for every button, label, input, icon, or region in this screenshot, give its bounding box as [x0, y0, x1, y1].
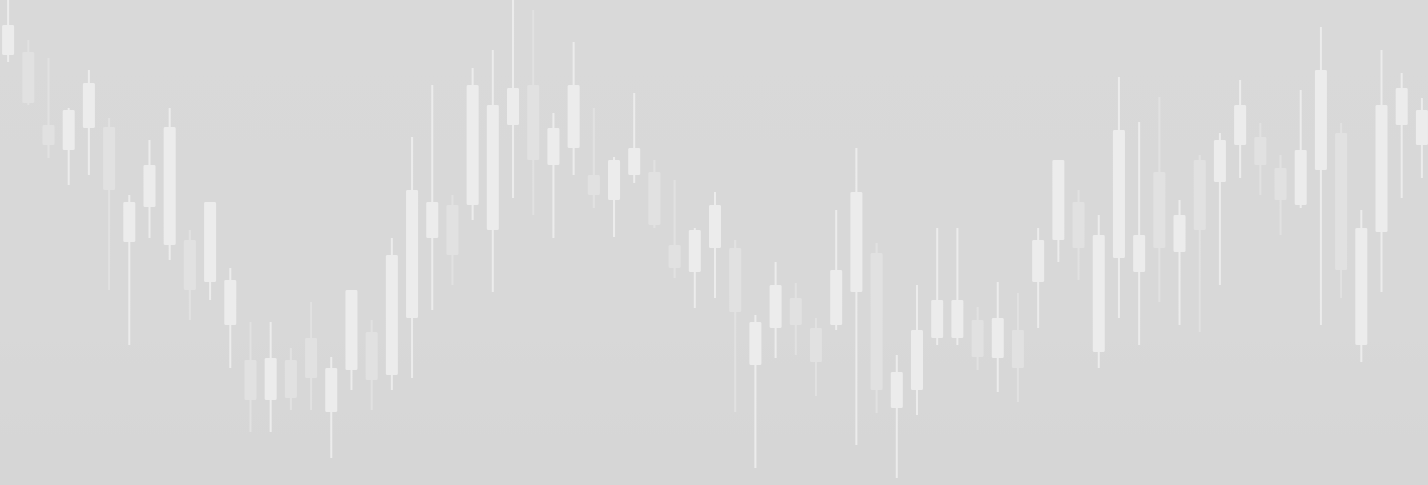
candle-body	[1052, 160, 1065, 240]
candle-body	[769, 285, 782, 328]
candle-body	[729, 248, 742, 312]
candle-body	[224, 280, 237, 325]
candle-body	[22, 52, 35, 103]
candle-body	[850, 192, 863, 292]
candle-body	[688, 230, 701, 272]
candle-body	[143, 165, 156, 207]
candle-body	[648, 172, 661, 225]
candle-body	[486, 105, 499, 230]
candle-body	[971, 320, 984, 357]
candle-body	[42, 125, 55, 145]
candle-body	[668, 245, 681, 268]
candle-body	[951, 300, 964, 338]
candle-body	[1133, 235, 1146, 272]
candle-body	[1395, 88, 1408, 125]
candle-body	[1173, 215, 1186, 252]
candle-body	[931, 300, 944, 338]
candle-body	[608, 160, 621, 200]
candle-body	[507, 88, 520, 125]
candle-body	[709, 205, 721, 248]
candle-body	[991, 318, 1004, 358]
candle-body	[325, 368, 338, 412]
candle-body	[1011, 330, 1024, 368]
candle-body	[1112, 130, 1125, 258]
candle-body	[103, 127, 116, 190]
candle-body	[527, 85, 540, 160]
candle-body	[1314, 70, 1327, 170]
candle-body	[1234, 105, 1247, 145]
candle-body	[587, 175, 600, 195]
candle-body	[910, 330, 923, 390]
candle-body	[82, 83, 95, 128]
candle-body	[123, 202, 136, 242]
candle-body	[365, 332, 378, 380]
candle-body	[204, 202, 217, 282]
candle-body	[244, 360, 257, 400]
candle-body	[1355, 228, 1368, 345]
candle-body	[1294, 150, 1307, 205]
candle-body	[1335, 133, 1348, 270]
candle-body	[2, 25, 15, 55]
candle-body	[890, 372, 903, 408]
candle-body	[809, 328, 822, 362]
candle-body	[567, 85, 580, 148]
candle-body	[264, 358, 277, 400]
candle-body	[1274, 168, 1287, 200]
candle-body	[830, 270, 843, 325]
candle-body	[305, 338, 318, 378]
candle-body	[385, 255, 398, 375]
candle-body	[1072, 202, 1085, 248]
candle-body	[466, 85, 479, 205]
candle-body	[1092, 235, 1105, 352]
candle-body	[547, 128, 560, 165]
candle-body	[1032, 240, 1045, 282]
candle-body	[406, 190, 419, 318]
candle-body	[426, 202, 439, 238]
candle-body	[284, 360, 297, 398]
candle-body	[446, 205, 459, 255]
candle-body	[870, 253, 883, 390]
candle-body	[163, 127, 176, 245]
candle-body	[1193, 160, 1206, 230]
candle-body	[628, 148, 641, 175]
candle-body	[1375, 105, 1388, 232]
candle-body	[1153, 172, 1166, 248]
candle-body	[789, 298, 802, 325]
candle-body	[345, 290, 358, 370]
candle-body	[1213, 140, 1226, 182]
candle-body	[749, 322, 762, 365]
candle-body	[183, 240, 196, 290]
candle-body	[1415, 110, 1428, 145]
candle-body	[62, 110, 75, 150]
candle-body	[1254, 137, 1267, 165]
